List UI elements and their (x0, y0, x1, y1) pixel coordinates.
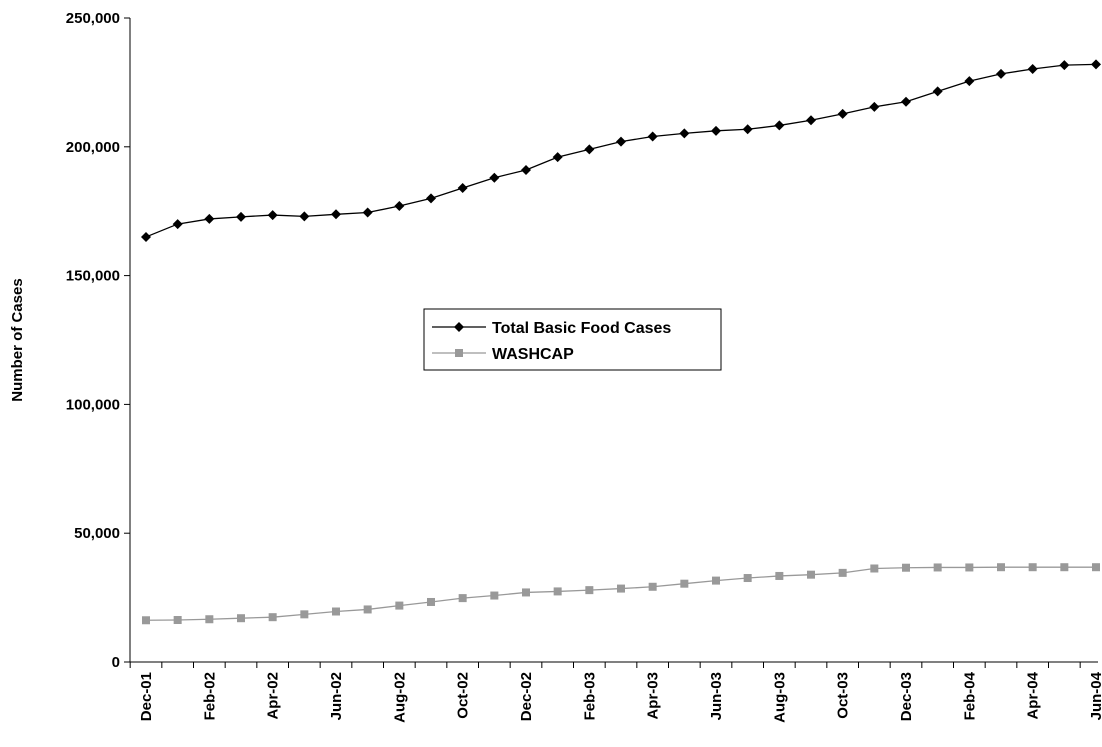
x-tick-label: Dec-02 (518, 672, 535, 721)
data-point-total-basic-food (932, 86, 943, 97)
x-ticks: Dec-01 Feb-02 Apr-02 Jun-02 Aug-02 Oct-02 Dec-… (129, 662, 1102, 723)
data-point-washcap (870, 564, 879, 573)
x-tick-label: Dec-03 (898, 672, 915, 721)
data-point-washcap (142, 616, 150, 625)
data-point-total-basic-food (742, 124, 753, 135)
data-point-washcap (743, 574, 752, 583)
legend: Total Basic Food Cases WASHCAP (423, 308, 722, 371)
data-point-washcap (838, 568, 847, 577)
x-tick-label: Oct-02 (455, 672, 472, 719)
data-point-washcap (1028, 563, 1037, 572)
y-ticks: 0 50,000 100,000 150,000 200,000 250,000 (66, 10, 130, 671)
data-point-total-basic-food (236, 211, 246, 222)
data-point-total-basic-food (331, 209, 341, 220)
data-point-total-basic-food (679, 128, 690, 139)
data-point-washcap (1060, 563, 1069, 572)
data-point-washcap (680, 579, 689, 588)
data-point-washcap (427, 597, 435, 606)
data-point-total-basic-food (616, 136, 626, 147)
data-point-washcap (585, 586, 594, 595)
y-tick-label: 0 (112, 654, 120, 671)
data-point-total-basic-food (1027, 64, 1038, 75)
data-point-washcap (933, 563, 942, 572)
data-point-total-basic-food (996, 68, 1006, 79)
data-point-total-basic-food (711, 125, 721, 136)
x-tick-label: Jun-03 (708, 672, 725, 720)
y-axis-title: Number of Cases (9, 278, 26, 401)
data-point-total-basic-food (521, 164, 531, 175)
data-point-total-basic-food (457, 183, 468, 194)
data-point-washcap (268, 613, 277, 622)
data-point-washcap (490, 591, 499, 600)
x-tick-label: Apr-02 (265, 672, 282, 720)
data-point-washcap (332, 607, 340, 616)
data-point-washcap (775, 571, 784, 580)
x-tick-label: Jun-04 (1088, 671, 1102, 720)
data-point-total-basic-food (869, 101, 880, 112)
x-tick-label: Oct-03 (835, 672, 852, 719)
y-tick-label: 50,000 (74, 525, 120, 542)
x-tick-label: Feb-04 (961, 671, 978, 720)
data-point-washcap (902, 563, 910, 572)
legend-label-total: Total Basic Food Cases (492, 320, 671, 337)
data-point-total-basic-food (837, 108, 848, 119)
data-point-washcap (300, 610, 309, 619)
data-point-total-basic-food (964, 76, 975, 87)
y-tick-label: 200,000 (66, 139, 120, 156)
x-tick-label: Aug-03 (771, 672, 788, 723)
data-point-total-basic-food (584, 144, 595, 155)
data-point-washcap (617, 584, 625, 593)
data-point-washcap (363, 605, 372, 614)
data-point-washcap (205, 615, 214, 624)
legend-marker-total (454, 322, 464, 332)
data-point-washcap (965, 563, 974, 572)
series-line-total-basic-food (145, 63, 1097, 238)
data-point-washcap (237, 614, 245, 623)
data-point-washcap (712, 576, 720, 585)
data-point-total-basic-food (141, 231, 151, 242)
data-point-washcap (173, 616, 182, 625)
y-tick-label: 150,000 (66, 268, 120, 285)
data-point-washcap (522, 588, 530, 597)
series-layer (141, 59, 1101, 625)
data-point-washcap (1092, 563, 1100, 572)
series-line-washcap (145, 566, 1096, 621)
x-tick-label: Jun-02 (328, 672, 345, 720)
data-point-total-basic-food (552, 152, 563, 163)
x-tick-label: Apr-04 (1025, 671, 1042, 719)
data-point-total-basic-food (204, 213, 215, 224)
x-tick-label: Feb-02 (201, 672, 218, 720)
data-point-total-basic-food (489, 172, 500, 183)
x-tick-label: Apr-03 (645, 672, 662, 720)
y-tick-label: 100,000 (66, 396, 120, 413)
data-point-total-basic-food (806, 115, 816, 126)
data-point-total-basic-food (362, 207, 373, 218)
data-point-washcap (807, 570, 815, 579)
y-tick-label: 250,000 (66, 10, 120, 27)
data-point-total-basic-food (901, 96, 911, 107)
data-point-total-basic-food (394, 201, 405, 212)
legend-label-washcap: WASHCAP (492, 346, 574, 363)
data-point-total-basic-food (647, 131, 658, 142)
data-point-total-basic-food (426, 193, 436, 204)
data-point-total-basic-food (1091, 59, 1101, 70)
data-point-total-basic-food (1059, 60, 1070, 71)
data-point-washcap (395, 601, 404, 610)
x-tick-label: Feb-03 (581, 672, 598, 720)
data-point-total-basic-food (267, 210, 278, 221)
data-point-total-basic-food (172, 219, 183, 230)
data-point-washcap (553, 587, 562, 596)
x-tick-label: Dec-01 (138, 672, 155, 721)
legend-box (423, 308, 722, 371)
data-point-total-basic-food (299, 211, 310, 222)
data-point-total-basic-food (774, 120, 785, 131)
x-tick-label: Aug-02 (391, 672, 408, 723)
legend-marker-washcap (455, 349, 463, 357)
data-point-washcap (997, 563, 1005, 572)
data-point-washcap (458, 594, 467, 603)
data-point-washcap (648, 582, 657, 591)
